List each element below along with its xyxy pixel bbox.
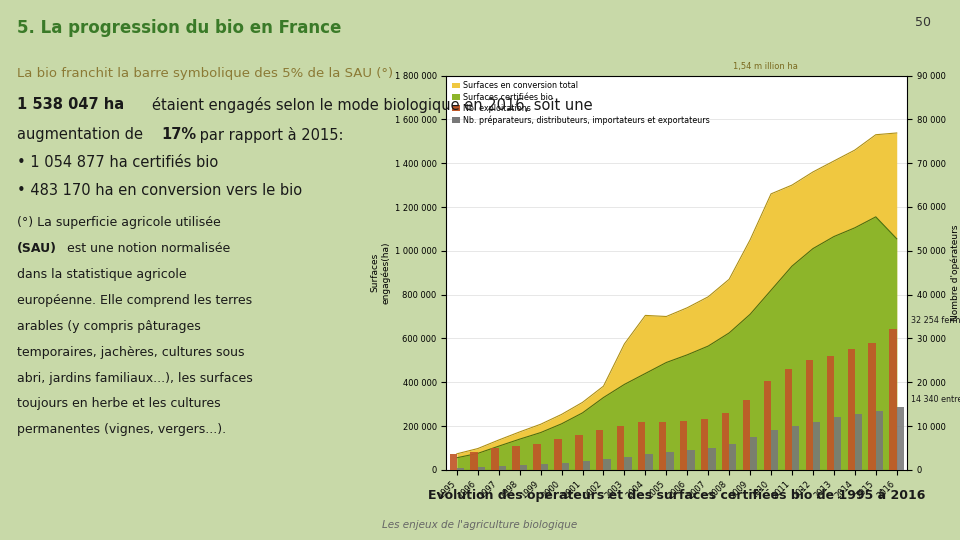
Bar (540, 464, 548, 470)
Text: 50: 50 (915, 16, 931, 29)
Bar (470, 453, 478, 470)
Bar (513, 446, 519, 470)
Bar (457, 468, 465, 470)
Bar (478, 467, 485, 470)
Text: 1 538 047 ha: 1 538 047 ha (17, 97, 125, 112)
Bar (519, 465, 527, 470)
Bar (764, 381, 771, 470)
Text: 17%: 17% (161, 127, 197, 142)
Bar (827, 356, 834, 470)
Text: 5. La progression du bio en France: 5. La progression du bio en France (17, 19, 342, 37)
Bar (554, 439, 562, 470)
Text: temporaires, jachères, cultures sous: temporaires, jachères, cultures sous (17, 346, 245, 359)
Text: augmentation de: augmentation de (17, 127, 148, 142)
Bar (604, 459, 611, 470)
Bar (792, 426, 800, 470)
Text: abri, jardins familiaux...), les surfaces: abri, jardins familiaux...), les surface… (17, 372, 253, 384)
Bar (687, 450, 695, 470)
Bar (750, 437, 757, 470)
Bar (869, 343, 876, 470)
Bar (575, 435, 583, 470)
Bar (617, 426, 624, 470)
Bar (708, 448, 715, 470)
Bar (499, 466, 506, 470)
Bar (596, 430, 604, 470)
Bar (730, 443, 736, 470)
Bar (743, 400, 750, 470)
Legend: Surfaces en conversion total, Surfaces certifiées bio, Nb. exploitations, Nb. pr: Surfaces en conversion total, Surfaces c… (450, 79, 711, 126)
Text: est une notion normalisée: est une notion normalisée (63, 242, 230, 255)
Bar (449, 455, 457, 470)
Bar (813, 422, 820, 470)
Text: par rapport à 2015:: par rapport à 2015: (195, 127, 344, 143)
Text: La bio franchit la barre symbolique des 5% de la SAU (°): La bio franchit la barre symbolique des … (17, 68, 394, 80)
Bar (771, 430, 779, 470)
Text: dans la statistique agricole: dans la statistique agricole (17, 268, 187, 281)
Y-axis label: Nombre d'opérateurs
engagés: Nombre d'opérateurs engagés (950, 225, 960, 321)
Bar (897, 407, 904, 470)
Text: étaient engagés selon le mode biologique en 2016, soit une: étaient engagés selon le mode biologique… (152, 97, 592, 113)
Bar (889, 328, 897, 470)
Bar (638, 422, 645, 470)
Bar (834, 417, 841, 470)
Text: européenne. Elle comprend les terres: européenne. Elle comprend les terres (17, 294, 252, 307)
Bar (876, 410, 883, 470)
Bar (562, 463, 569, 470)
Bar (680, 421, 687, 470)
Bar (784, 369, 792, 470)
Bar (583, 461, 589, 470)
Bar (659, 422, 666, 470)
Text: 1,54 m illion ha: 1,54 m illion ha (733, 62, 798, 71)
Bar (722, 413, 730, 470)
Bar (534, 443, 540, 470)
Text: • 1 054 877 ha certifiés bio: • 1 054 877 ha certifiés bio (17, 155, 219, 170)
Text: toujours en herbe et les cultures: toujours en herbe et les cultures (17, 397, 221, 410)
Text: (SAU): (SAU) (17, 242, 58, 255)
Text: 14 340 entrep rises: 14 340 entrep rises (911, 395, 960, 404)
Bar (666, 453, 674, 470)
Bar (854, 414, 862, 470)
Bar (645, 455, 653, 470)
Bar (848, 349, 854, 470)
Text: (°) La superficie agricole utilisée: (°) La superficie agricole utilisée (17, 216, 221, 229)
Text: permanentes (vignes, vergers...).: permanentes (vignes, vergers...). (17, 423, 227, 436)
Bar (805, 360, 813, 470)
Text: • 483 170 ha en conversion vers le bio: • 483 170 ha en conversion vers le bio (17, 183, 302, 198)
Bar (492, 448, 499, 470)
Bar (624, 457, 632, 470)
Y-axis label: Surfaces
engagées(ha): Surfaces engagées(ha) (371, 241, 391, 304)
Text: 32 254 fermes: 32 254 fermes (911, 316, 960, 325)
Text: Les enjeux de l'agriculture biologique: Les enjeux de l'agriculture biologique (382, 520, 578, 530)
Text: arables (y compris pâturages: arables (y compris pâturages (17, 320, 201, 333)
Text: Evolution des opérateurs et des surfaces certifiées bio de 1995 à 2016: Evolution des opérateurs et des surfaces… (428, 489, 925, 502)
Bar (701, 420, 708, 470)
